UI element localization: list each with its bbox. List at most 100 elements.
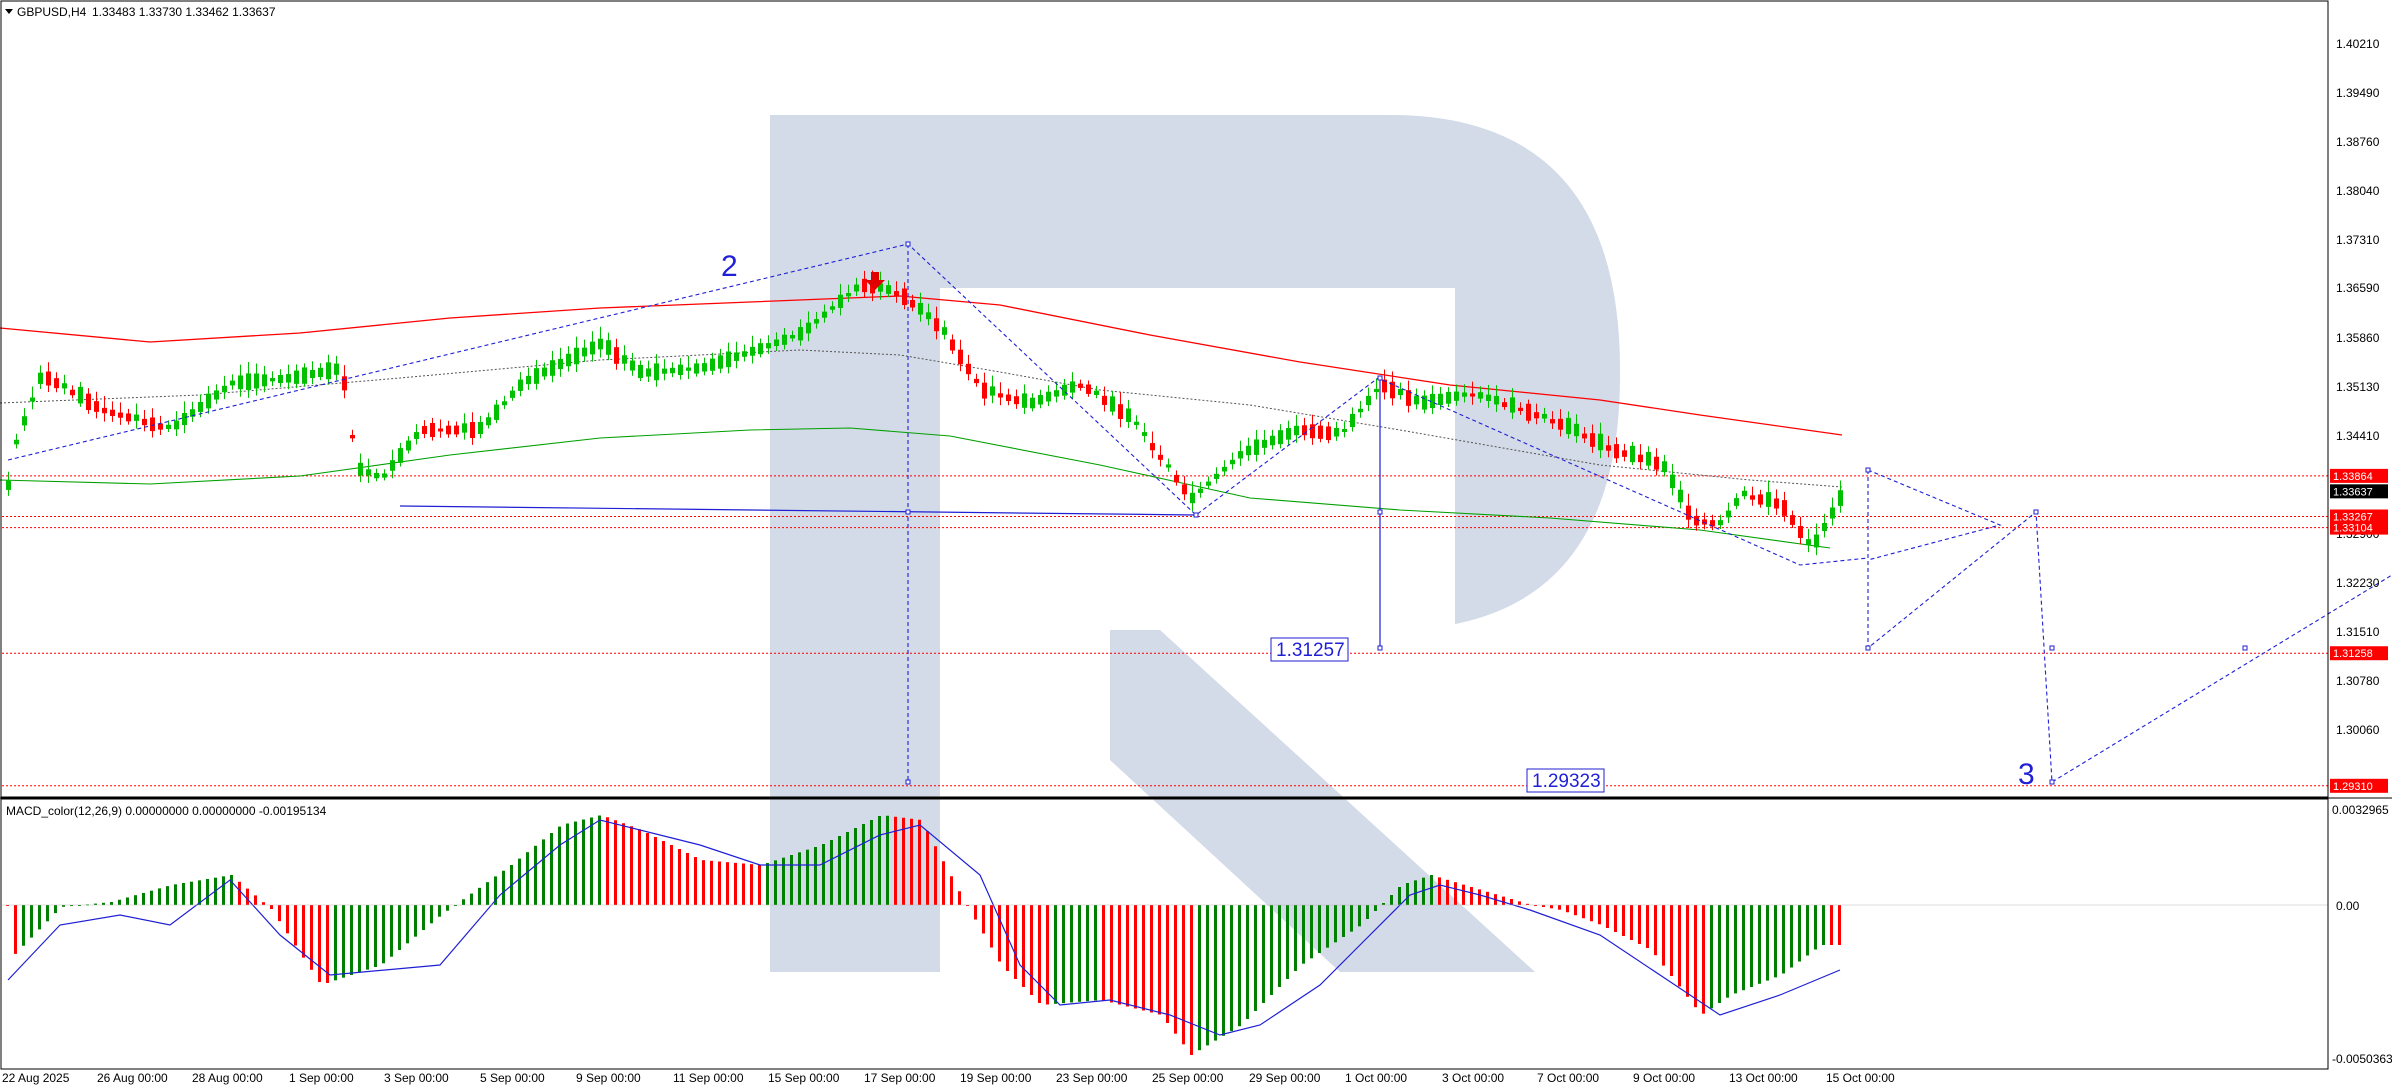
anchor-point[interactable] bbox=[1193, 512, 1199, 518]
target-label-1[interactable]: 1.31257 bbox=[1270, 637, 1349, 662]
candle-body bbox=[1206, 481, 1211, 486]
macd-bar bbox=[1070, 905, 1073, 1003]
anchor-point[interactable] bbox=[1377, 375, 1383, 381]
candle-body bbox=[1134, 421, 1139, 425]
macd-bar bbox=[878, 816, 881, 905]
anchor-point[interactable] bbox=[2242, 645, 2248, 651]
anchor-point[interactable] bbox=[1377, 645, 1383, 651]
candle-body bbox=[478, 422, 483, 434]
macd-bar bbox=[1062, 905, 1065, 1004]
macd-bar bbox=[1462, 884, 1465, 905]
macd-bar bbox=[950, 876, 953, 905]
candle-body bbox=[502, 401, 507, 406]
macd-bar bbox=[1054, 905, 1057, 1004]
date-tick: 9 Oct 00:00 bbox=[1633, 1071, 1695, 1085]
candle-body bbox=[1198, 488, 1203, 493]
candle-body bbox=[286, 374, 291, 383]
price-tag-level-1-31258: 1.31258 bbox=[2330, 646, 2388, 661]
macd-bar bbox=[638, 829, 641, 905]
candle-body bbox=[1414, 395, 1419, 405]
candle-body bbox=[686, 367, 691, 371]
macd-bar bbox=[350, 905, 353, 975]
anchor-point[interactable] bbox=[1377, 509, 1383, 515]
anchor-point[interactable] bbox=[2033, 509, 2039, 515]
candle-body bbox=[614, 347, 619, 364]
candle-body bbox=[30, 397, 35, 402]
candle-body bbox=[430, 422, 435, 438]
candle-body bbox=[1326, 426, 1331, 441]
macd-bar bbox=[238, 881, 241, 905]
candle-body bbox=[486, 417, 491, 426]
macd-bar bbox=[118, 899, 121, 905]
macd-bar bbox=[430, 905, 433, 924]
candle-body bbox=[1374, 388, 1379, 393]
candle-body bbox=[382, 473, 387, 478]
candle-body bbox=[326, 362, 331, 380]
candle-body bbox=[1734, 498, 1739, 506]
macd-bar bbox=[1486, 891, 1489, 905]
date-tick: 26 Aug 00:00 bbox=[97, 1071, 168, 1085]
candle-body bbox=[1222, 466, 1227, 472]
macd-bar bbox=[798, 852, 801, 905]
date-tick: 1 Oct 00:00 bbox=[1345, 1071, 1407, 1085]
macd-bar bbox=[1558, 905, 1561, 910]
candle-body bbox=[446, 425, 451, 435]
forecast-triangle[interactable] bbox=[1867, 469, 2002, 561]
macd-bar bbox=[1102, 905, 1105, 1001]
macd-bar bbox=[606, 817, 609, 905]
macd-bar bbox=[1046, 905, 1049, 1005]
price-tick: 1.40210 bbox=[2336, 37, 2380, 51]
date-tick: 23 Sep 00:00 bbox=[1056, 1071, 1128, 1085]
macd-bar bbox=[366, 905, 369, 970]
candle-body bbox=[718, 355, 723, 369]
macd-bar bbox=[374, 905, 377, 967]
macd-bar bbox=[646, 833, 649, 905]
chevron-down-icon[interactable] bbox=[5, 9, 13, 14]
macd-bar bbox=[1614, 905, 1617, 932]
candle-body bbox=[982, 382, 987, 399]
candle-body bbox=[1830, 507, 1835, 519]
candle-body bbox=[550, 360, 555, 376]
wave-path[interactable] bbox=[7, 243, 1869, 566]
anchor-point[interactable] bbox=[905, 241, 911, 247]
price-tag-level-1-33864: 1.33864 bbox=[2330, 468, 2388, 483]
candle-body bbox=[142, 418, 147, 426]
price-tag-level-1-33267: 1.33267 bbox=[2330, 509, 2388, 524]
macd-bar bbox=[1566, 905, 1569, 913]
candle-body bbox=[1798, 526, 1803, 538]
macd-bar bbox=[1238, 905, 1241, 1027]
candle-body bbox=[534, 368, 539, 384]
anchor-point[interactable] bbox=[1865, 645, 1871, 651]
macd-bar bbox=[1622, 905, 1625, 936]
anchor-point[interactable] bbox=[905, 779, 911, 785]
price-tick: 1.39490 bbox=[2336, 86, 2380, 100]
date-tick: 29 Sep 00:00 bbox=[1249, 1071, 1321, 1085]
base-line[interactable] bbox=[399, 505, 1197, 516]
date-tick: 5 Sep 00:00 bbox=[480, 1071, 545, 1085]
anchor-point[interactable] bbox=[1865, 467, 1871, 473]
macd-bar bbox=[334, 905, 337, 981]
anchor-point[interactable] bbox=[905, 509, 911, 515]
candle-body bbox=[318, 367, 323, 377]
candle-body bbox=[1038, 395, 1043, 405]
candle-body bbox=[1270, 435, 1275, 446]
anchor-point[interactable] bbox=[2049, 779, 2055, 785]
macd-bar bbox=[310, 905, 313, 970]
candle-body bbox=[1350, 413, 1355, 428]
macd-bar bbox=[1478, 889, 1481, 905]
anchor-point[interactable] bbox=[2049, 645, 2055, 651]
candle-body bbox=[1294, 425, 1299, 436]
macd-bar bbox=[1446, 879, 1449, 905]
target-label-2[interactable]: 1.29323 bbox=[1526, 768, 1605, 793]
macd-bar bbox=[1366, 905, 1369, 919]
macd-bar bbox=[1142, 905, 1145, 1011]
macd-bar bbox=[390, 905, 393, 957]
candle-body bbox=[342, 376, 347, 391]
macd-bar bbox=[1710, 905, 1713, 1009]
macd-bar bbox=[38, 905, 41, 930]
candle-body bbox=[1710, 520, 1715, 527]
macd-bar bbox=[838, 836, 841, 905]
macd-bar bbox=[1422, 877, 1425, 905]
candle-body bbox=[1182, 484, 1187, 495]
